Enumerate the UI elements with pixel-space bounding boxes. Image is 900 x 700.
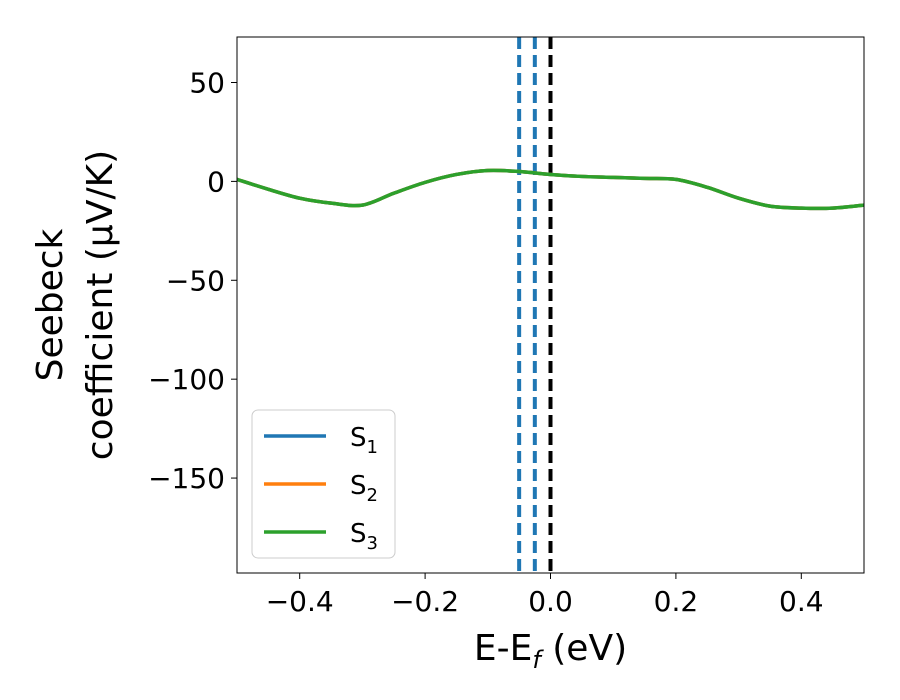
vertical-lines xyxy=(517,37,553,573)
x-axis-label-main: E-E xyxy=(474,628,532,669)
x-axis-label: E-Ef (eV) xyxy=(474,628,627,674)
series-line-s3 xyxy=(237,168,864,211)
legend: S1 S2 S3 xyxy=(251,409,396,559)
legend-label-s3: S3 xyxy=(350,519,378,554)
y-tick-label: 50 xyxy=(189,66,225,99)
y-axis-label: Seebeck coefficient (μV/K) xyxy=(30,150,121,460)
x-tick-label: −0.2 xyxy=(391,585,459,618)
y-tick-label: 0 xyxy=(207,165,225,198)
y-tick-label: −50 xyxy=(166,264,225,297)
x-tick-label: 0.2 xyxy=(654,585,699,618)
y-axis-label-line2: coefficient (μV/K) xyxy=(80,150,121,460)
y-axis-ticks: 50 0 −50 −100 −150 xyxy=(148,66,237,495)
legend-label-s2: S2 xyxy=(350,471,378,506)
series-lines xyxy=(237,168,864,211)
y-axis-label-line1: Seebeck xyxy=(30,228,71,381)
x-axis-ticks: −0.4 −0.2 0.0 0.2 0.4 xyxy=(266,573,824,618)
x-tick-label: 0.4 xyxy=(779,585,824,618)
legend-label-s1: S1 xyxy=(350,423,378,458)
x-tick-label: 0.0 xyxy=(528,585,573,618)
x-tick-label: −0.4 xyxy=(266,585,334,618)
y-tick-label: −150 xyxy=(148,462,225,495)
x-axis-label-suffix: (eV) xyxy=(541,628,627,669)
y-tick-label: −100 xyxy=(148,363,225,396)
